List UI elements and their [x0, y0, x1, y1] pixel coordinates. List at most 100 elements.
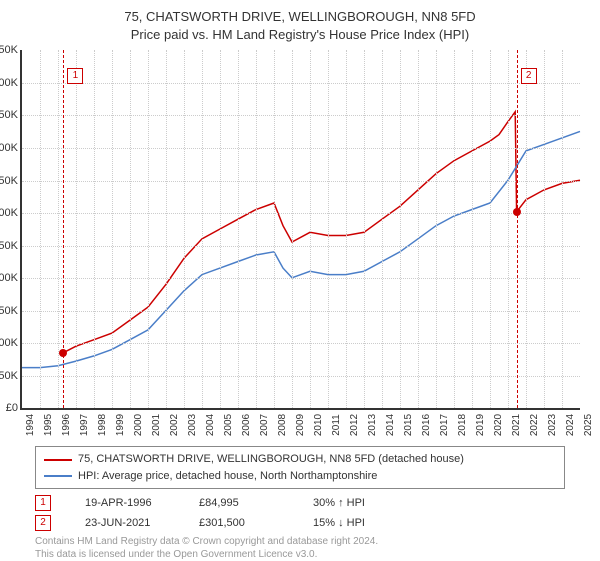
y-axis-label: £150K — [0, 305, 18, 317]
x-axis-label: 2025 — [583, 414, 594, 436]
transaction-row: 2 23-JUN-2021 £301,500 15% ↓ HPI — [35, 515, 565, 531]
x-axis-label: 2012 — [349, 414, 360, 436]
y-axis-label: £500K — [0, 77, 18, 89]
footnote-line2: This data is licensed under the Open Gov… — [35, 548, 565, 561]
x-gridline — [310, 50, 311, 408]
transaction-delta: 30% ↑ HPI — [313, 497, 393, 509]
x-gridline — [382, 50, 383, 408]
x-axis-label: 2003 — [187, 414, 198, 436]
y-axis-label: £200K — [0, 272, 18, 284]
x-gridline — [526, 50, 527, 408]
chart-plot-area: £0£50K£100K£150K£200K£250K£300K£350K£400… — [20, 50, 580, 410]
y-axis-label: £0 — [0, 402, 18, 414]
transaction-row: 1 19-APR-1996 £84,995 30% ↑ HPI — [35, 495, 565, 511]
chart-title-line1: 75, CHATSWORTH DRIVE, WELLINGBOROUGH, NN… — [10, 8, 590, 26]
y-gridline — [22, 246, 580, 247]
x-gridline — [562, 50, 563, 408]
footnote-line1: Contains HM Land Registry data © Crown c… — [35, 535, 565, 548]
y-gridline — [22, 311, 580, 312]
x-axis-label: 2009 — [295, 414, 306, 436]
x-gridline — [274, 50, 275, 408]
x-gridline — [400, 50, 401, 408]
x-gridline — [94, 50, 95, 408]
x-gridline — [238, 50, 239, 408]
x-axis-label: 1998 — [97, 414, 108, 436]
legend-swatch-property — [44, 459, 72, 461]
y-gridline — [22, 278, 580, 279]
x-axis-label: 1994 — [25, 414, 36, 436]
x-gridline — [184, 50, 185, 408]
marker-vline — [517, 50, 518, 408]
x-axis-label: 2001 — [151, 414, 162, 436]
y-axis-label: £350K — [0, 175, 18, 187]
transaction-price: £301,500 — [199, 517, 279, 529]
x-axis-label: 1999 — [115, 414, 126, 436]
x-axis-label: 2010 — [313, 414, 324, 436]
x-axis-label: 2002 — [169, 414, 180, 436]
y-gridline — [22, 213, 580, 214]
x-gridline — [256, 50, 257, 408]
x-gridline — [490, 50, 491, 408]
x-axis-label: 2005 — [223, 414, 234, 436]
legend-row-property: 75, CHATSWORTH DRIVE, WELLINGBOROUGH, NN… — [44, 451, 556, 468]
legend-label-property: 75, CHATSWORTH DRIVE, WELLINGBOROUGH, NN… — [78, 451, 464, 468]
x-gridline — [202, 50, 203, 408]
legend-label-hpi: HPI: Average price, detached house, Nort… — [78, 468, 377, 485]
x-axis-label: 1995 — [43, 414, 54, 436]
y-gridline — [22, 148, 580, 149]
x-gridline — [436, 50, 437, 408]
x-gridline — [508, 50, 509, 408]
transaction-marker-box: 2 — [35, 515, 51, 531]
x-axis-label: 2008 — [277, 414, 288, 436]
x-axis-label: 2011 — [331, 415, 342, 437]
y-gridline — [22, 376, 580, 377]
x-gridline — [76, 50, 77, 408]
marker-box: 2 — [521, 68, 537, 84]
y-axis-label: £100K — [0, 337, 18, 349]
x-gridline — [292, 50, 293, 408]
chart-title-line2: Price paid vs. HM Land Registry's House … — [10, 26, 590, 44]
x-axis-label: 2015 — [403, 414, 414, 436]
x-gridline — [544, 50, 545, 408]
x-gridline — [148, 50, 149, 408]
y-axis-label: £400K — [0, 142, 18, 154]
transaction-price: £84,995 — [199, 497, 279, 509]
y-axis-label: £50K — [0, 370, 18, 382]
x-gridline — [130, 50, 131, 408]
x-axis-label: 2007 — [259, 414, 270, 436]
y-gridline — [22, 115, 580, 116]
series-line-hpi — [22, 132, 580, 368]
x-axis-label: 2014 — [385, 414, 396, 436]
x-gridline — [346, 50, 347, 408]
transaction-marker-box: 1 — [35, 495, 51, 511]
x-axis-label: 1997 — [79, 414, 90, 436]
x-axis-label: 2023 — [547, 414, 558, 436]
x-axis-label: 1996 — [61, 414, 72, 436]
y-gridline — [22, 343, 580, 344]
x-axis-label: 2000 — [133, 414, 144, 436]
footnote: Contains HM Land Registry data © Crown c… — [35, 535, 565, 561]
y-axis-label: £450K — [0, 109, 18, 121]
x-axis-label: 2022 — [529, 414, 540, 436]
x-gridline — [418, 50, 419, 408]
x-gridline — [166, 50, 167, 408]
y-gridline — [22, 83, 580, 84]
x-gridline — [364, 50, 365, 408]
x-axis-label: 2013 — [367, 414, 378, 436]
legend-row-hpi: HPI: Average price, detached house, Nort… — [44, 468, 556, 485]
x-axis-label: 2018 — [457, 414, 468, 436]
x-gridline — [328, 50, 329, 408]
x-axis-label: 2019 — [475, 414, 486, 436]
y-axis-label: £250K — [0, 240, 18, 252]
legend-swatch-hpi — [44, 475, 72, 477]
x-axis-label: 2016 — [421, 414, 432, 436]
y-axis-label: £550K — [0, 44, 18, 56]
x-axis-label: 2021 — [511, 414, 522, 436]
x-axis-label: 2017 — [439, 414, 450, 436]
y-gridline — [22, 181, 580, 182]
x-axis-label: 2006 — [241, 414, 252, 436]
marker-dot — [513, 208, 521, 216]
marker-dot — [59, 349, 67, 357]
x-gridline — [454, 50, 455, 408]
marker-box: 1 — [67, 68, 83, 84]
